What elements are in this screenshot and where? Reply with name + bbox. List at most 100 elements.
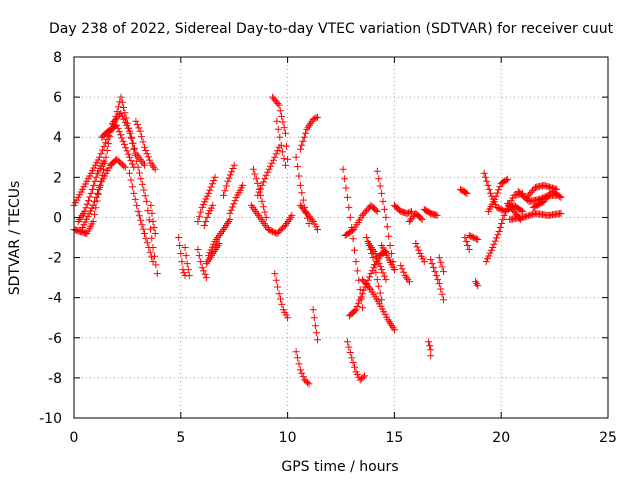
- series-arc-41: [420, 205, 441, 219]
- y-axis-label: SDTVAR / TECUs: [7, 181, 23, 296]
- plus-markers: [194, 173, 219, 225]
- series-arc-21: [269, 93, 292, 163]
- plus-markers: [202, 240, 223, 268]
- plus-markers: [358, 276, 398, 334]
- plus-markers: [397, 262, 413, 286]
- plus-markers: [365, 240, 390, 284]
- plus-markers: [74, 157, 108, 225]
- series-arc-49: [465, 232, 482, 243]
- series-arc-37: [365, 240, 390, 284]
- y-tick-label: -4: [48, 291, 62, 307]
- x-tick-label: 5: [176, 430, 185, 446]
- series-arc-48: [457, 185, 471, 197]
- plus-markers: [254, 143, 283, 199]
- plus-markers: [461, 234, 473, 253]
- x-tick-label: 20: [492, 430, 510, 446]
- plus-markers: [194, 246, 210, 282]
- plus-markers: [425, 338, 435, 360]
- x-axis-label: GPS time / hours: [281, 459, 398, 475]
- plus-markers: [247, 201, 296, 237]
- series-arc-44: [425, 338, 435, 360]
- series-arc-17: [226, 181, 247, 217]
- plus-markers: [200, 201, 217, 229]
- plus-markers: [482, 189, 527, 266]
- series-arc-09: [175, 234, 189, 280]
- series-arc-23: [271, 270, 292, 322]
- series-arc-14: [205, 215, 234, 260]
- plus-markers: [249, 165, 270, 221]
- series-arc-33: [358, 276, 398, 334]
- series-arc-18: [249, 165, 270, 221]
- series-arc-06: [98, 121, 138, 171]
- plus-markers: [341, 201, 381, 239]
- series-arc-39: [397, 262, 413, 286]
- plus-markers: [523, 181, 561, 201]
- x-tick-label: 25: [599, 430, 617, 446]
- series-arc-43: [427, 256, 447, 304]
- plus-markers: [269, 93, 292, 163]
- x-tick-label: 0: [70, 430, 79, 446]
- series-arc-47: [472, 278, 482, 290]
- y-tick-label: 6: [53, 90, 62, 106]
- plus-markers: [175, 234, 189, 280]
- x-tick-label: 15: [385, 430, 403, 446]
- series-arc-35: [373, 167, 398, 274]
- y-tick-label: -8: [48, 371, 62, 387]
- plus-markers: [465, 232, 482, 243]
- y-tick-label: -6: [48, 331, 62, 347]
- plus-markers: [292, 348, 313, 388]
- grid-lines: [74, 57, 608, 418]
- plus-markers: [126, 169, 157, 266]
- series-arc-10: [181, 244, 193, 280]
- plus-markers: [181, 244, 193, 280]
- plus-markers: [390, 201, 415, 217]
- plus-markers: [405, 209, 426, 225]
- series-arc-26: [296, 201, 321, 233]
- series-arc-12: [194, 173, 219, 225]
- series-arc-13: [200, 201, 217, 229]
- plus-markers: [296, 201, 321, 233]
- series-arc-31: [343, 338, 368, 384]
- plus-markers: [339, 165, 366, 312]
- series-arc-08: [147, 201, 159, 237]
- plus-markers: [420, 205, 441, 219]
- plus-markers: [147, 201, 159, 237]
- y-tick-label: 2: [53, 170, 62, 186]
- series-arc-46: [461, 234, 473, 253]
- series-arc-52: [484, 175, 512, 215]
- series-arc-45: [435, 254, 447, 276]
- plus-markers: [378, 242, 398, 274]
- plus-markers: [220, 161, 238, 199]
- series-arc-11: [194, 246, 210, 282]
- series-arc-36: [378, 242, 398, 274]
- series-arc-04: [132, 117, 159, 173]
- series-arc-27: [292, 348, 313, 388]
- series-arc-16: [220, 161, 238, 199]
- plus-markers: [484, 175, 512, 215]
- series-arc-05: [126, 169, 157, 266]
- plus-markers: [273, 117, 289, 169]
- plus-markers: [309, 306, 321, 344]
- series-arc-22: [273, 117, 289, 169]
- plus-markers: [373, 167, 398, 274]
- plus-markers: [271, 270, 292, 322]
- series-arc-57: [523, 181, 561, 201]
- plus-markers: [98, 121, 138, 171]
- axis-ticks: [73, 56, 609, 419]
- plus-markers: [132, 117, 159, 173]
- y-tick-label: 0: [53, 210, 62, 226]
- y-tick-label: 4: [53, 130, 62, 146]
- plus-markers: [343, 338, 368, 384]
- plus-markers: [79, 155, 129, 231]
- series-arc-28: [309, 306, 321, 344]
- plus-markers: [457, 185, 471, 197]
- series-arc-03: [79, 155, 129, 231]
- series-arc-51: [482, 189, 527, 266]
- series-arc-38: [390, 201, 415, 217]
- plus-markers: [427, 256, 447, 304]
- plus-markers: [472, 278, 482, 290]
- series-arc-20: [254, 143, 283, 199]
- series-arc-29: [339, 165, 366, 312]
- x-tick-label: 10: [279, 430, 297, 446]
